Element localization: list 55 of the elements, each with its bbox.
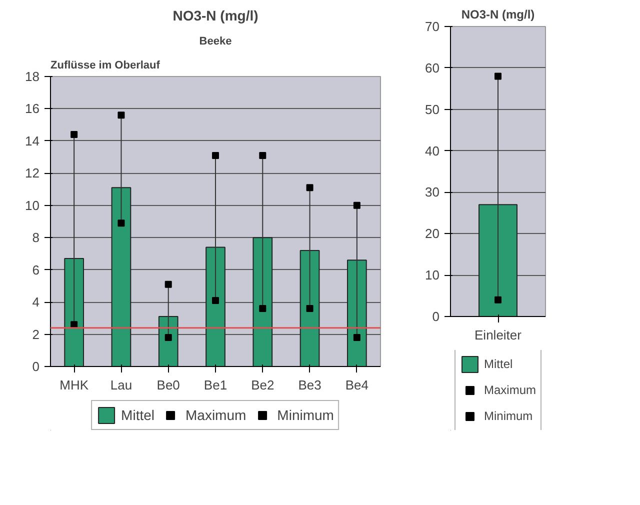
bar <box>347 260 367 366</box>
text: Beeke <box>199 36 232 48</box>
y-tick-label: 4 <box>32 294 40 310</box>
point <box>353 202 360 209</box>
x-tick-label: Be1 <box>204 378 228 392</box>
y-tick-label: 10 <box>425 268 440 283</box>
point <box>164 280 172 288</box>
x-tick-label: Einleiter <box>474 328 522 342</box>
y-tick-label: 40 <box>425 143 440 158</box>
point <box>212 296 219 304</box>
legend-label: Mittel <box>484 357 513 371</box>
point <box>259 152 266 159</box>
y-tick-label: 0 <box>432 309 440 324</box>
point <box>353 334 360 341</box>
y-tick-label: 18 <box>25 69 40 84</box>
y-tick-label: 8 <box>32 230 40 246</box>
bar <box>206 246 226 366</box>
legend-label: Maximum <box>484 383 536 397</box>
point <box>259 305 266 312</box>
y-tick-label: 20 <box>425 226 440 242</box>
x-tick-label: Be4 <box>345 378 369 392</box>
chart-title: NO3-N (mg/l) <box>461 8 535 22</box>
x-tick-label: MHK <box>60 378 89 392</box>
y-tick-label: 16 <box>25 101 40 116</box>
chart-title: NO3-N (mg/l) <box>172 8 258 24</box>
y-tick-label: 14 <box>25 133 40 148</box>
bar <box>252 237 273 366</box>
y-tick-label: 70 <box>425 19 440 34</box>
point <box>306 305 314 312</box>
y-tick-label: 12 <box>25 166 40 181</box>
bar <box>111 187 132 366</box>
y-tick-label: 6 <box>32 262 40 278</box>
y-tick-label: 60 <box>425 60 440 76</box>
point <box>70 131 78 138</box>
point <box>212 152 219 159</box>
legend-label: Minimum <box>484 409 533 423</box>
point <box>118 112 125 119</box>
x-tick-label: Be0 <box>156 378 180 392</box>
legend-label: Mittel <box>121 407 154 423</box>
point <box>306 184 314 192</box>
y-tick-label: 2 <box>32 326 40 342</box>
y-tick-label: 50 <box>425 102 440 117</box>
text: Zuflüsse im Oberlauf <box>50 60 160 72</box>
x-tick-label: Be2 <box>251 378 274 392</box>
bar <box>64 258 84 366</box>
y-tick-label: 10 <box>25 198 40 213</box>
x-tick-label: Lau <box>110 378 132 392</box>
x-tick-label: Be3 <box>298 378 322 392</box>
bar <box>300 250 320 366</box>
legend-label: Maximum <box>186 407 246 423</box>
y-tick-label: 30 <box>425 184 440 200</box>
point <box>118 220 125 227</box>
y-tick-label: 0 <box>32 359 40 374</box>
legend-label: Minimum <box>277 407 334 423</box>
point <box>164 334 172 341</box>
